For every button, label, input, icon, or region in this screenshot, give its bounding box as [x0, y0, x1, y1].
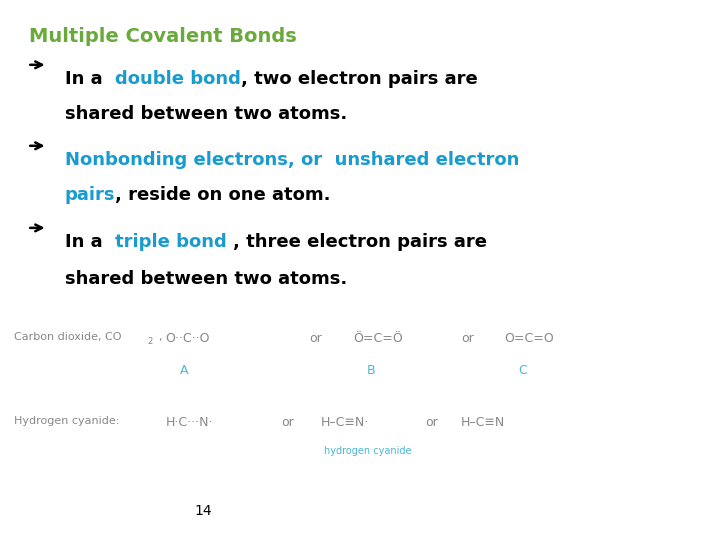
Text: or: or — [425, 416, 438, 429]
Text: Nonbonding electrons, or  unshared electron: Nonbonding electrons, or unshared electr… — [65, 151, 519, 169]
Text: double bond: double bond — [115, 70, 240, 88]
Text: H–C≡N: H–C≡N — [461, 416, 505, 429]
Text: , reside on one atom.: , reside on one atom. — [115, 186, 330, 204]
Text: H–C≡N·: H–C≡N· — [320, 416, 369, 429]
Text: shared between two atoms.: shared between two atoms. — [65, 270, 347, 288]
Text: , three electron pairs are: , three electron pairs are — [233, 233, 487, 251]
Text: B: B — [367, 364, 376, 377]
Text: Carbon dioxide, CO: Carbon dioxide, CO — [14, 332, 122, 342]
Text: shared between two atoms.: shared between two atoms. — [65, 105, 347, 123]
Text: or: or — [310, 332, 323, 345]
Text: In a: In a — [65, 70, 115, 88]
Text: Ö=C=Ö: Ö=C=Ö — [353, 332, 402, 345]
Text: 2: 2 — [148, 338, 153, 347]
Text: or: or — [281, 416, 294, 429]
Text: A: A — [180, 364, 189, 377]
Text: O··C··O: O··C··O — [166, 332, 210, 345]
Text: O=C=O: O=C=O — [504, 332, 554, 345]
Text: In a: In a — [65, 233, 115, 251]
Text: H·C···N·: H·C···N· — [166, 416, 213, 429]
Text: C: C — [518, 364, 527, 377]
Text: ,: , — [158, 332, 162, 342]
Text: Hydrogen cyanide:: Hydrogen cyanide: — [14, 416, 120, 426]
Text: hydrogen cyanide: hydrogen cyanide — [324, 446, 412, 456]
Text: , two electron pairs are: , two electron pairs are — [240, 70, 477, 88]
Text: 14: 14 — [194, 504, 212, 518]
Text: or: or — [461, 332, 474, 345]
Text: pairs: pairs — [65, 186, 115, 204]
Text: triple bond: triple bond — [115, 233, 233, 251]
Text: Multiple Covalent Bonds: Multiple Covalent Bonds — [29, 27, 297, 46]
